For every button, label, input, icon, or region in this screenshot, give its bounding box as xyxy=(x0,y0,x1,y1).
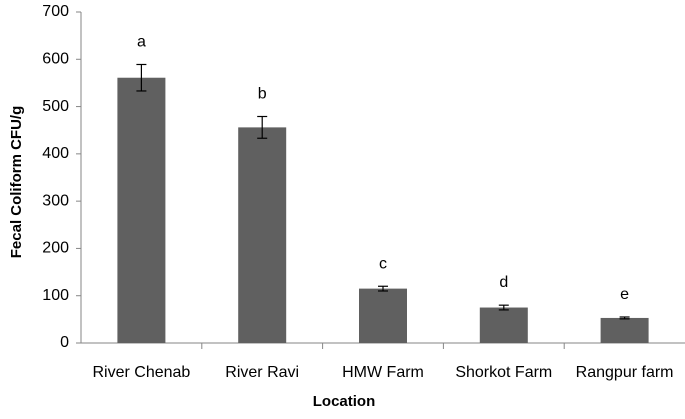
bar xyxy=(479,307,528,343)
significance-label: a xyxy=(137,33,146,50)
y-tick-label: 0 xyxy=(60,334,69,351)
x-tick-label: HMW Farm xyxy=(342,364,424,381)
bar xyxy=(600,317,649,343)
significance-label: e xyxy=(620,286,629,303)
y-tick-label: 300 xyxy=(42,192,69,209)
y-tick-label: 700 xyxy=(42,3,69,20)
y-tick-label: 600 xyxy=(42,51,69,68)
significance-label: d xyxy=(499,274,508,291)
significance-label: c xyxy=(379,255,387,272)
x-tick-label: River Chenab xyxy=(92,364,190,381)
x-tick-label: Shorkot Farm xyxy=(455,364,552,381)
plot-area: 0 100 200 300 400 500 600 700 a River Chenab b Rive… xyxy=(42,3,685,381)
significance-label: b xyxy=(258,86,267,103)
y-axis-title: Fecal Coliform CFU/g xyxy=(8,106,25,259)
x-axis-title: Location xyxy=(313,393,376,410)
x-tick-label: River Ravi xyxy=(225,364,299,381)
y-tick-label: 200 xyxy=(42,240,69,257)
y-tick-label: 400 xyxy=(42,145,69,162)
bar xyxy=(359,288,407,343)
y-tick-label: 100 xyxy=(42,287,69,304)
bar xyxy=(238,127,287,344)
y-tick-label: 500 xyxy=(42,98,69,115)
x-tick-label: Rangpur farm xyxy=(576,364,674,381)
bar xyxy=(117,77,166,343)
